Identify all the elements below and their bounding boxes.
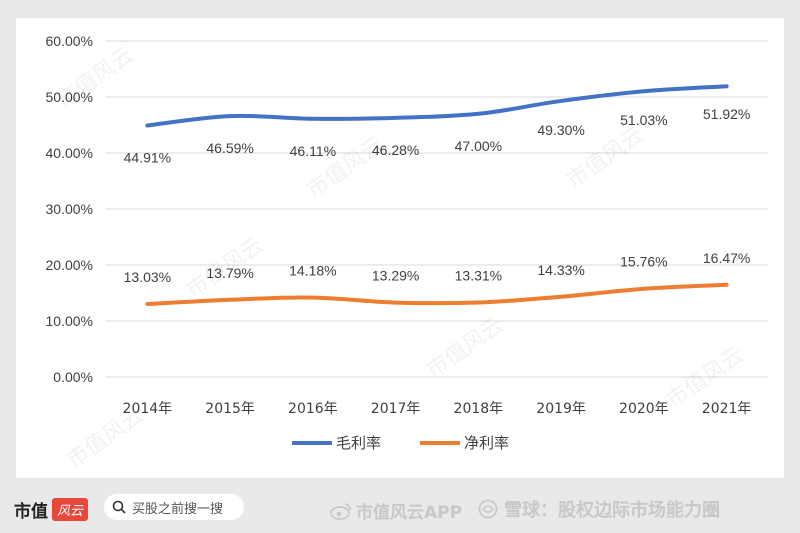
data-label: 44.91% xyxy=(124,150,171,166)
weibo-brand: 市值风云APP xyxy=(330,498,462,523)
y-tick-label: 60.00% xyxy=(46,33,93,49)
chart-card: 0.00% 10.00% 20.00% 30.00% 40.00% 50.00% 60.00… xyxy=(16,18,784,478)
line-chart: 0.00% 10.00% 20.00% 30.00% 40.00% 50.00% 60.00… xyxy=(46,33,768,452)
weibo-icon xyxy=(330,502,351,520)
data-label: 47.00% xyxy=(455,138,502,154)
x-tick-label: 2017年 xyxy=(371,401,421,417)
y-tick-label: 30.00% xyxy=(46,201,93,217)
data-label: 14.33% xyxy=(537,262,584,278)
legend-label: 净利率 xyxy=(464,434,509,452)
search-icon xyxy=(112,500,126,514)
y-tick-label: 20.00% xyxy=(46,257,93,273)
x-tick-label: 2018年 xyxy=(454,401,504,417)
data-label: 46.28% xyxy=(372,142,419,158)
data-label: 46.11% xyxy=(290,143,336,159)
data-label: 49.30% xyxy=(537,122,584,138)
weibo-brand-text: 市值风云APP xyxy=(356,503,463,523)
y-tick-label: 10.00% xyxy=(46,313,93,329)
legend-label: 毛利率 xyxy=(336,434,381,452)
series-line-gross-margin xyxy=(145,84,729,128)
data-label: 15.76% xyxy=(620,254,667,270)
data-label: 51.03% xyxy=(620,112,667,128)
snowball-brand: 雪球：股权边际市场能力圈 xyxy=(478,496,720,522)
data-label: 13.03% xyxy=(124,269,171,285)
data-label: 14.18% xyxy=(289,263,336,279)
data-label: 51.92% xyxy=(703,106,750,122)
snowball-icon xyxy=(478,499,498,519)
logo[interactable]: 市值 风云 xyxy=(14,497,89,522)
x-tick-label: 2020年 xyxy=(619,401,669,417)
data-label: 13.79% xyxy=(206,265,253,281)
search-box[interactable]: 买股之前搜一搜 xyxy=(104,494,244,520)
data-label: 16.47% xyxy=(703,250,750,266)
search-placeholder: 买股之前搜一搜 xyxy=(132,501,224,517)
x-tick-label: 2021年 xyxy=(702,401,752,417)
y-tick-label: 50.00% xyxy=(46,89,93,105)
footer-bar: 市值 风云 买股之前搜一搜 市值风云APP 雪球：股权边际市场能力圈 xyxy=(0,484,800,533)
x-tick-label: 2014年 xyxy=(123,401,173,417)
x-tick-label: 2019年 xyxy=(536,401,586,417)
data-label: 13.31% xyxy=(455,267,502,283)
x-tick-label: 2015年 xyxy=(205,401,255,417)
series-line-net-margin xyxy=(145,282,729,307)
logo-badge: 风云 xyxy=(52,498,89,521)
y-tick-label: 40.00% xyxy=(46,145,93,161)
data-label: 13.29% xyxy=(372,268,419,284)
x-tick-label: 2016年 xyxy=(288,401,338,417)
data-label: 46.59% xyxy=(206,140,253,156)
snowball-brand-text: 雪球：股权边际市场能力圈 xyxy=(504,500,720,521)
logo-text: 市值 xyxy=(14,502,48,522)
y-tick-label: 0.00% xyxy=(53,369,93,385)
